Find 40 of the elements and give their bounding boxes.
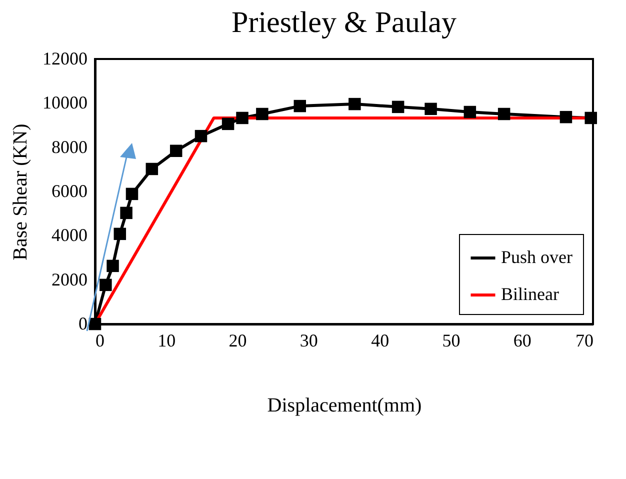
x-tick-label: 30 (300, 330, 318, 350)
point (560, 110, 572, 124)
point (294, 100, 306, 112)
y-tick-label: 10000 (42, 92, 88, 113)
point (584, 112, 597, 124)
x-tick-label: 40 (371, 330, 390, 350)
x-tick-label: 20 (228, 330, 247, 350)
point (100, 278, 112, 292)
x-tick-label: 60 (513, 330, 532, 350)
y-axis-title: Base Shear (KN) (10, 124, 32, 260)
legend-label: Push over (501, 247, 573, 267)
x-tick-label: 0 (96, 330, 104, 350)
point (106, 260, 119, 272)
point (88, 318, 102, 330)
x-tick-label: 70 (576, 330, 594, 350)
y-tick-label: 2000 (52, 269, 88, 290)
y-tick-label: 4000 (52, 225, 88, 246)
point (222, 118, 234, 130)
point (236, 112, 248, 124)
point (424, 102, 437, 116)
point (170, 144, 182, 157)
chart-title: Priestley & Paulay (232, 6, 456, 39)
x-axis-title: Displacement(mm) (267, 394, 422, 416)
point (464, 106, 476, 118)
point (392, 100, 404, 114)
x-tick-label: 50 (442, 330, 460, 350)
point (194, 130, 208, 142)
point (120, 206, 132, 220)
y-tick-label: 8000 (52, 136, 88, 157)
point (146, 162, 158, 176)
x-tick-label: 10 (158, 330, 176, 350)
y-tick-label: 6000 (52, 181, 88, 201)
point (348, 98, 361, 110)
y-tick-label: 12000 (42, 48, 88, 68)
y-tick-label: 0 (78, 314, 88, 334)
point (114, 228, 126, 240)
point (256, 108, 268, 120)
point (126, 188, 138, 200)
legend-label: Bilinear (501, 284, 559, 304)
point (498, 108, 510, 120)
